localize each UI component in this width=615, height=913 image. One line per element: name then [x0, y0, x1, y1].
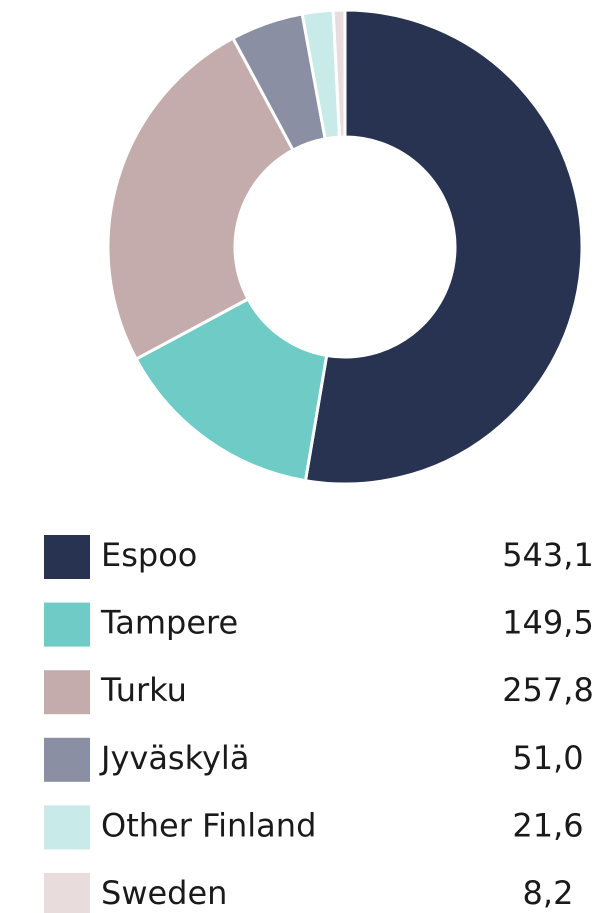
value-label: 149,5 [502, 604, 594, 642]
value-label: 51,0 [512, 739, 583, 777]
legend-label: Sweden [101, 874, 227, 912]
legend-label: Jyväskylä [99, 739, 249, 777]
slice [134, 296, 329, 483]
legend-label: Tampere [100, 604, 238, 642]
value-label: 257,8 [502, 671, 594, 709]
legend-label: Turku [100, 671, 187, 709]
legend-label: Other Finland [101, 806, 316, 844]
legend-label: Espoo [101, 536, 197, 574]
legend-swatch [44, 535, 90, 579]
slice [331, 8, 347, 139]
slice [303, 8, 584, 486]
legend-swatch [44, 873, 90, 913]
legend-swatch [44, 602, 90, 647]
legend-swatch [44, 737, 90, 782]
value-label: 8,2 [523, 874, 574, 912]
legend-swatch [44, 805, 90, 850]
slice [106, 36, 296, 362]
legend-swatch [44, 670, 90, 715]
value-label: 543,1 [502, 536, 594, 574]
value-label: 21,6 [512, 806, 583, 844]
